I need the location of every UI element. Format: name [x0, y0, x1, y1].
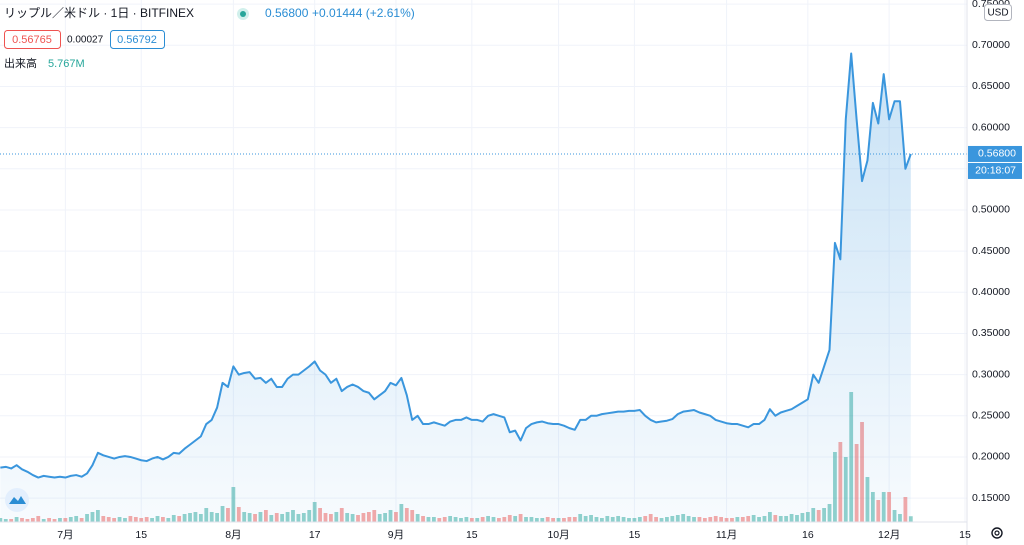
symbol-title: リップル／米ドル · 1日 · BITFINEX: [4, 6, 194, 20]
x-tick-label: 15: [959, 529, 971, 541]
y-tick-label: 0.50000: [972, 204, 1010, 216]
x-tick-label: 12月: [878, 529, 900, 541]
x-tick-label: 15: [629, 529, 641, 541]
x-tick-label: 11月: [716, 529, 737, 541]
x-tick-label: 17: [309, 529, 321, 541]
bid-price: 0.56765: [12, 34, 52, 46]
status-dot: [240, 11, 246, 17]
y-tick-label: 0.35000: [972, 327, 1010, 339]
x-tick-label: 9月: [388, 529, 404, 541]
price-change: +0.01444 (+2.61%): [312, 6, 415, 20]
x-tick-label: 16: [802, 529, 814, 541]
last-price-box: [968, 145, 1022, 162]
spread: 0.00027: [67, 35, 104, 46]
y-tick-label: 0.70000: [972, 39, 1010, 51]
currency: USD: [987, 8, 1008, 19]
price-line: [0, 52, 912, 479]
y-tick-label: 0.65000: [972, 80, 1010, 92]
last-price-axis-label: 0.56800: [978, 148, 1016, 160]
last-price: 0.56800: [265, 6, 309, 20]
settings-button[interactable]: [991, 527, 1003, 539]
volume-label: 出来高: [4, 56, 37, 70]
bid-box[interactable]: [4, 30, 61, 49]
y-tick-label: 0.45000: [972, 245, 1010, 257]
x-tick-label: 15: [135, 529, 147, 541]
y-tick-label: 0.15000: [972, 492, 1010, 504]
ask-price: 0.56792: [117, 34, 157, 46]
x-tick-label: 15: [466, 529, 478, 541]
y-tick-label: 0.30000: [972, 368, 1010, 380]
y-tick-label: 0.20000: [972, 451, 1010, 463]
axes: 0.15000 0.20000 0.25000 0.30000 0.35000 0.400…: [57, 0, 1022, 541]
countdown: 20:18:07: [975, 165, 1016, 177]
y-tick-label: 0.25000: [972, 410, 1010, 422]
area-fill: [0, 53, 911, 523]
logo-mark: [9, 496, 26, 504]
currency-button[interactable]: [984, 4, 1012, 21]
x-tick-label: 7月: [57, 529, 73, 541]
volume-value: 5.767M: [48, 58, 85, 70]
x-tick-label: 10月: [547, 529, 569, 541]
x-tick-label: 8月: [225, 529, 241, 541]
y-tick-label: 0.40000: [972, 286, 1010, 298]
countdown-box: [968, 162, 1022, 179]
price-series: [0, 52, 967, 523]
y-tick-label: 0.60000: [972, 121, 1010, 133]
ask-box[interactable]: [110, 30, 165, 49]
